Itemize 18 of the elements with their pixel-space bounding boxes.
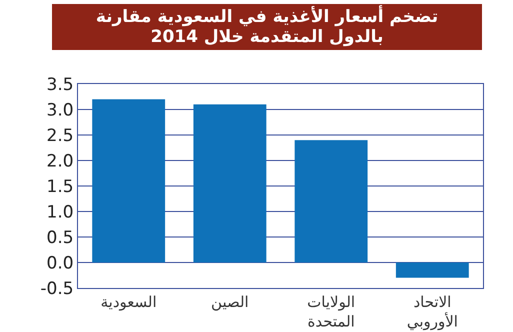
x-tick-label: السعودية bbox=[100, 293, 157, 311]
x-tick-label: الاتحاد الأوروبي bbox=[406, 293, 458, 330]
bar bbox=[193, 104, 266, 262]
y-tick-label: 0.5 bbox=[46, 228, 74, 248]
bar bbox=[294, 140, 368, 262]
y-tick-label: 1.5 bbox=[46, 176, 74, 197]
y-tick-label: 2.0 bbox=[46, 151, 74, 172]
y-tick-label: 3.5 bbox=[46, 74, 74, 95]
bar bbox=[396, 262, 469, 278]
y-tick-label: 0.0 bbox=[46, 253, 74, 274]
y-tick-label: 2.5 bbox=[46, 126, 74, 146]
bar bbox=[92, 99, 166, 262]
x-tick-label: الصين bbox=[211, 293, 249, 311]
chart-title: تضخم أسعار الأغذية في السعودية مقارنة بالدول المتقدمة خلال 2014 bbox=[52, 4, 482, 50]
y-tick-label: 3.0 bbox=[46, 100, 74, 120]
x-tick-label: الولايات المتحدة bbox=[307, 293, 356, 330]
y-tick-label: 1.0 bbox=[46, 202, 74, 222]
y-tick-label: -0.5 bbox=[40, 278, 74, 299]
